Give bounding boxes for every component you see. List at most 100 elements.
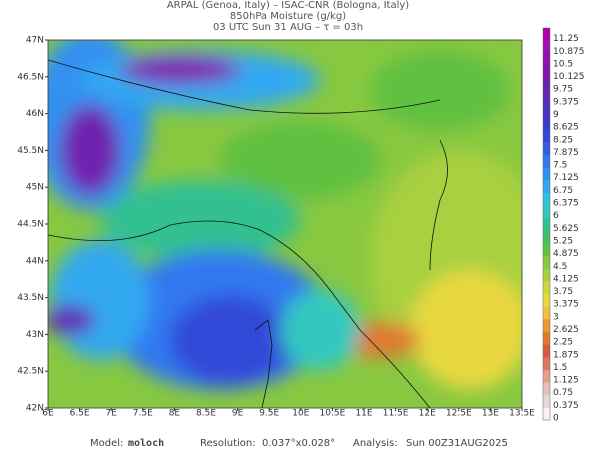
colorbar-label: 3.75 — [553, 287, 573, 297]
x-axis-label: 13E — [482, 409, 499, 419]
colorbar-swatch — [543, 230, 550, 244]
x-axis-label: 12E — [419, 409, 436, 419]
colorbar-swatch — [543, 318, 550, 332]
footer-label: Analysis: — [353, 438, 398, 449]
y-axis-label: 46N — [26, 109, 44, 119]
colorbar-label: 1.875 — [553, 350, 579, 360]
colorbar-label: 8.25 — [553, 135, 573, 145]
footer-value: Sun 00Z31AUG2025 — [406, 438, 508, 449]
colorbar-swatch — [543, 40, 550, 54]
colorbar-label: 9 — [553, 110, 559, 120]
x-axis-label: 6.5E — [70, 409, 90, 419]
header-line: 850hPa Moisture (g/kg) — [230, 11, 346, 22]
colorbar-swatch — [543, 382, 550, 396]
colorbar-label: 6.375 — [553, 199, 579, 209]
colorbar-swatch — [543, 53, 550, 67]
colorbar-label: 0.375 — [553, 401, 579, 411]
x-axis-label: 7.5E — [133, 409, 153, 419]
colorbar-label: 0 — [553, 414, 559, 424]
footer-value: 0.037°x0.028° — [262, 438, 335, 449]
colorbar-swatch — [543, 255, 550, 269]
colorbar-label: 10.875 — [553, 47, 585, 57]
x-axis-label: 11E — [355, 409, 372, 419]
y-axis-label: 43.5N — [17, 293, 44, 303]
colorbar-swatch — [543, 179, 550, 193]
colorbar-label: 9.75 — [553, 85, 573, 95]
colorbar-label: 5.625 — [553, 224, 579, 234]
footer-label: Model: — [90, 438, 123, 449]
colorbar-label: 2.625 — [553, 325, 579, 335]
colorbar-swatch — [543, 154, 550, 168]
colorbar-label: 0.75 — [553, 388, 573, 398]
colorbar-label: 4.125 — [553, 274, 579, 284]
footer-label: Resolution: — [200, 438, 256, 449]
colorbar-swatch — [543, 65, 550, 80]
y-axis-label: 47N — [26, 36, 44, 46]
header-line: 03 UTC Sun 31 AUG – τ = 03h — [213, 22, 363, 33]
x-axis-label: 11.5E — [383, 409, 409, 419]
colorbar-label: 1.125 — [553, 376, 579, 386]
colorbar-label: 4.5 — [553, 262, 567, 272]
x-axis-label: 10E — [292, 409, 309, 419]
colorbar-swatch — [543, 306, 550, 320]
colorbar-label: 7.125 — [553, 173, 579, 183]
colorbar-swatch — [543, 167, 550, 181]
colorbar-swatch — [543, 129, 550, 143]
colorbar-swatch — [543, 394, 550, 408]
y-axis-label: 45N — [26, 183, 44, 193]
colorbar-label: 1.5 — [553, 363, 567, 373]
colorbar-label: 10.125 — [553, 72, 585, 82]
colorbar-swatch — [543, 407, 550, 421]
colorbar-label: 2.25 — [553, 338, 573, 348]
colorbar-label: 7.875 — [553, 148, 579, 158]
colorbar-swatch — [543, 91, 550, 105]
colorbar-swatch — [543, 293, 550, 307]
colorbar-swatch — [543, 192, 550, 206]
colorbar-swatch — [543, 116, 550, 130]
colorbar-swatch — [543, 280, 550, 295]
x-axis-label: 9.5E — [259, 409, 279, 419]
colorbar-label: 3.375 — [553, 300, 579, 310]
colorbar-swatch — [543, 103, 550, 118]
x-axis-label: 13.5E — [509, 409, 535, 419]
colorbar-label: 7.5 — [553, 161, 567, 171]
y-axis-label: 45.5N — [17, 146, 44, 156]
y-axis-label: 46.5N — [17, 72, 44, 82]
y-axis-label: 44.5N — [17, 220, 44, 230]
colorbar-swatch — [543, 369, 550, 383]
colorbar-label: 6 — [553, 211, 559, 221]
y-axis-label: 42N — [26, 404, 44, 414]
colorbar-label: 5.25 — [553, 236, 573, 246]
y-axis-label: 44N — [26, 256, 44, 266]
moisture-field — [48, 40, 522, 408]
colorbar-swatch — [543, 78, 550, 92]
x-axis-label: 8.5E — [196, 409, 216, 419]
colorbar-swatch — [543, 28, 550, 42]
colorbar-label: 9.375 — [553, 97, 579, 107]
colorbar-swatch — [543, 242, 550, 257]
colorbar-label: 11.25 — [553, 34, 579, 44]
colorbar-label: 6.75 — [553, 186, 573, 196]
x-axis-label: 7E — [105, 409, 117, 419]
colorbar-swatch — [543, 205, 550, 219]
colorbar-swatch — [543, 331, 550, 345]
x-axis-label: 12.5E — [446, 409, 472, 419]
colorbar-swatch — [543, 268, 550, 282]
colorbar-label: 10.5 — [553, 59, 573, 69]
x-axis-label: 10.5E — [320, 409, 346, 419]
x-axis-label: 8E — [169, 409, 181, 419]
colorbar-swatch — [543, 217, 550, 231]
colorbar-label: 3 — [553, 312, 559, 322]
colorbar-label: 4.875 — [553, 249, 579, 259]
colorbar-swatch — [543, 356, 550, 370]
x-axis-label: 9E — [232, 409, 244, 419]
y-axis-label: 42.5N — [17, 367, 44, 377]
colorbar-label: 8.625 — [553, 123, 579, 133]
x-axis-label: 6E — [42, 409, 54, 419]
colorbar-swatch — [543, 141, 550, 155]
footer-value: moloch — [128, 438, 164, 449]
colorbar-frame — [542, 27, 551, 421]
y-axis-label: 43N — [26, 330, 44, 340]
header-line: ARPAL (Genoa, Italy) – ISAC-CNR (Bologna… — [167, 0, 409, 11]
